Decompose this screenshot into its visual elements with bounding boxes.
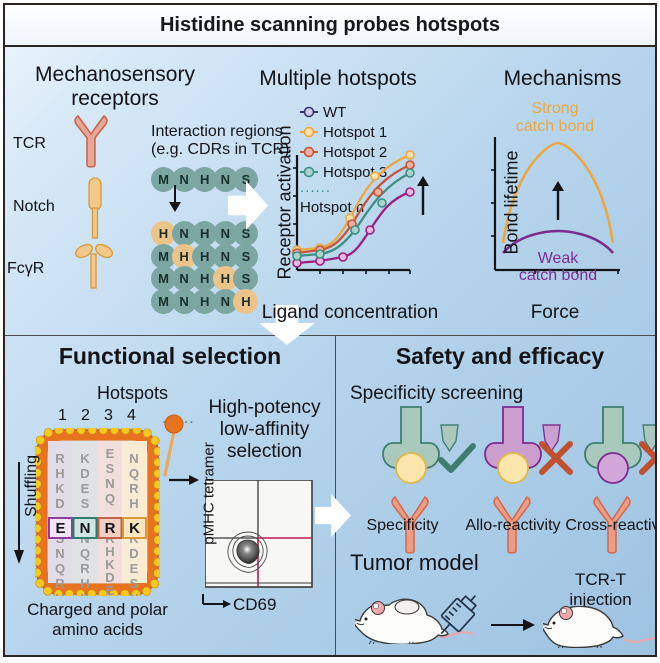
svg-text:N: N <box>80 520 91 537</box>
svg-text:E: E <box>81 481 90 496</box>
svg-text:R: R <box>105 520 116 537</box>
svg-text:Q: Q <box>129 466 139 481</box>
svg-text:Q: Q <box>55 561 65 576</box>
svg-text:R: R <box>80 561 90 576</box>
svg-text:E: E <box>106 446 115 461</box>
svg-text:E: E <box>130 561 139 576</box>
svg-text:H: H <box>129 496 138 511</box>
svg-text:N: N <box>129 591 138 596</box>
svg-text:H: H <box>80 576 89 591</box>
svg-text:WT: WT <box>323 104 346 121</box>
svg-text:E: E <box>106 583 115 596</box>
svg-text:Hotspot 1: Hotspot 1 <box>323 124 387 141</box>
svg-text:Weak: Weak <box>538 250 580 267</box>
svg-text:K: K <box>80 591 90 596</box>
svg-text:Hotspot 2: Hotspot 2 <box>323 144 387 161</box>
svg-text:K: K <box>55 481 65 496</box>
svg-text:K: K <box>129 520 140 537</box>
svg-text:H: H <box>55 466 64 481</box>
svg-text:E: E <box>55 520 65 537</box>
svg-text:......: ...... <box>300 179 331 196</box>
svg-text:D: D <box>129 546 138 561</box>
svg-text:D: D <box>80 466 89 481</box>
svg-text:R: R <box>55 451 65 466</box>
svg-text:R: R <box>55 576 65 591</box>
svg-text:S: S <box>81 496 90 511</box>
svg-text:Q: Q <box>80 546 90 561</box>
svg-text:H: H <box>55 591 64 596</box>
svg-text:K: K <box>80 451 90 466</box>
svg-text:N: N <box>105 476 114 491</box>
svg-text:Q: Q <box>105 491 115 506</box>
svg-text:D: D <box>55 496 64 511</box>
svg-text:S: S <box>106 461 115 476</box>
svg-text:catch bond: catch bond <box>519 267 597 284</box>
svg-text:N: N <box>129 451 138 466</box>
svg-text:R: R <box>129 481 139 496</box>
svg-text:N: N <box>55 546 64 561</box>
svg-text:S: S <box>130 576 139 591</box>
